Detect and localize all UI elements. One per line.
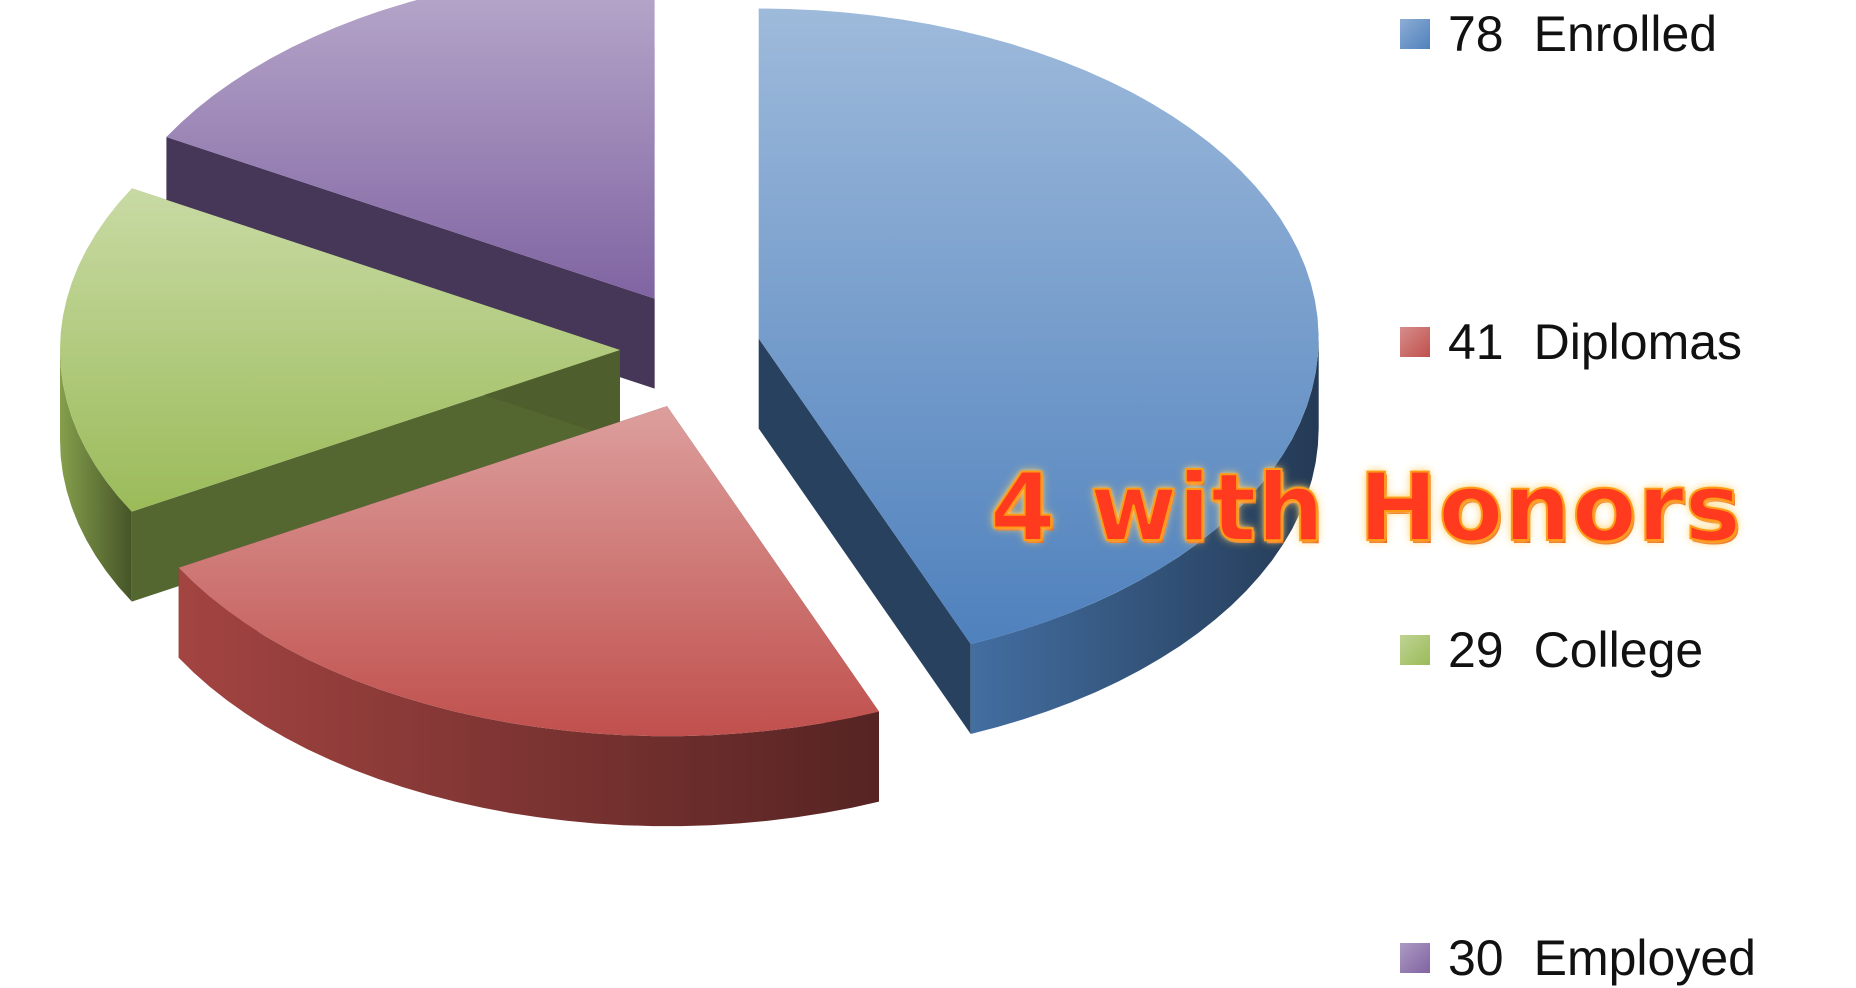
honors-annotation: 4 with Honors	[990, 462, 1742, 556]
legend-swatch-college	[1400, 635, 1430, 665]
legend-item-employed: 30 Employed	[1400, 928, 1756, 988]
pie-slice-enrolled	[759, 9, 1319, 735]
legend-value-enrolled: 78	[1448, 5, 1504, 63]
legend-item-diplomas: 41 Diplomas	[1400, 312, 1742, 372]
legend-label-employed: Employed	[1534, 929, 1756, 987]
legend-swatch-enrolled	[1400, 19, 1430, 49]
legend-swatch-employed	[1400, 943, 1430, 973]
legend-item-enrolled: 78 Enrolled	[1400, 4, 1717, 64]
legend-label-diplomas: Diplomas	[1534, 313, 1742, 371]
legend-swatch-diplomas	[1400, 327, 1430, 357]
legend-label-college: College	[1534, 621, 1704, 679]
legend-value-diplomas: 41	[1448, 313, 1504, 371]
legend-value-employed: 30	[1448, 929, 1504, 987]
legend-label-enrolled: Enrolled	[1534, 5, 1717, 63]
legend-value-college: 29	[1448, 621, 1504, 679]
legend-item-college: 29 College	[1400, 620, 1703, 680]
